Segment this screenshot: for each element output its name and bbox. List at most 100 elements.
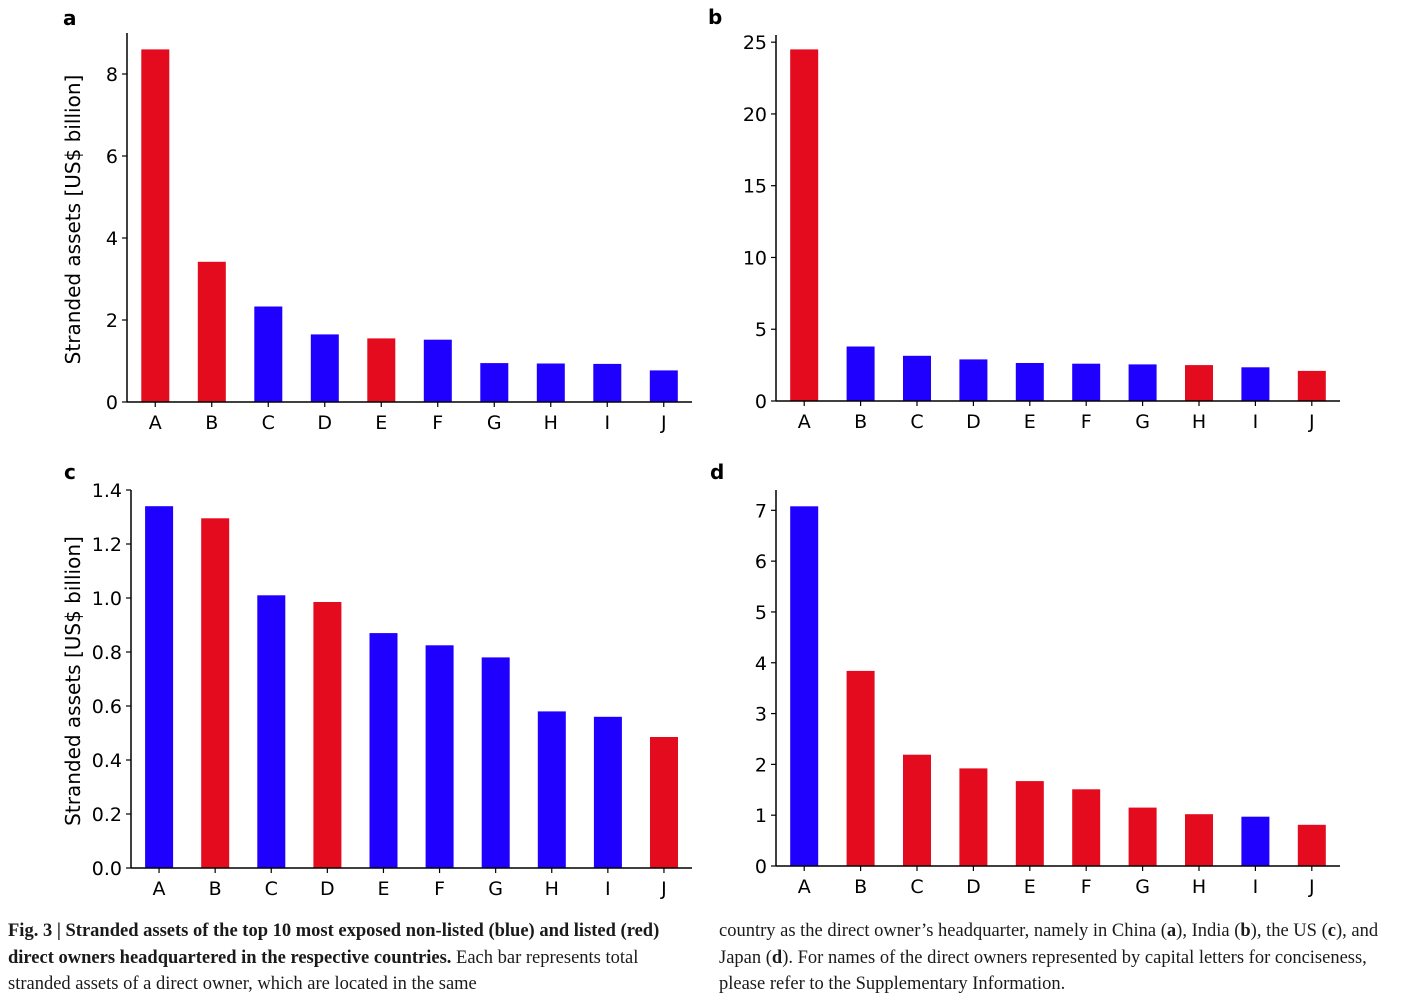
y-tick-label: 0 xyxy=(755,856,767,878)
x-tick-label: G xyxy=(487,412,502,434)
x-tick-label: J xyxy=(1308,411,1315,433)
bar-d xyxy=(959,359,988,401)
y-tick-label: 0.0 xyxy=(92,858,122,880)
x-tick-label: F xyxy=(1081,411,1092,433)
y-axis-title: Stranded assets [US$ billion] xyxy=(61,75,85,365)
bar-f xyxy=(425,645,454,869)
x-tick-label: C xyxy=(910,876,923,898)
bar-f xyxy=(1072,789,1101,866)
x-tick-label: I xyxy=(1253,411,1259,433)
bar-i xyxy=(593,363,622,402)
x-tick-label: B xyxy=(205,412,218,434)
bar-i xyxy=(1241,816,1270,866)
bar-b xyxy=(197,261,226,402)
x-tick-label: E xyxy=(1024,411,1036,433)
x-tick-label: E xyxy=(375,412,387,434)
panel-a-chart: a A B C D E F G H I J 0 2 4 6 8 Stranded assets [US$ bil… xyxy=(61,6,692,434)
bar-e xyxy=(1015,781,1044,866)
y-axis-title: Stranded assets [US$ billion] xyxy=(61,536,85,826)
bar-c xyxy=(257,595,286,868)
x-tick-label: F xyxy=(432,412,443,434)
panel-letter: a xyxy=(63,6,77,30)
bar-d xyxy=(959,768,988,866)
bar-a xyxy=(790,49,819,402)
bar-g xyxy=(481,657,510,868)
y-tick-label: 7 xyxy=(755,500,767,522)
bar-j xyxy=(650,737,678,868)
caption-right-text-3: ), the US ( xyxy=(1250,921,1328,941)
caption-figure-label: Fig. 3 | xyxy=(8,921,66,941)
panel-d-chart: d A B C D E F G H I J 0 1 2 3 4 5 6 7 xyxy=(710,460,1340,898)
caption-right-text-1: country as the direct owner’s headquarte… xyxy=(719,921,1167,941)
x-tick-label: G xyxy=(1135,411,1150,433)
y-tick-label: 1.0 xyxy=(92,588,122,610)
figure-caption-left: Fig. 3 | Stranded assets of the top 10 m… xyxy=(8,918,698,998)
y-tick-label: 6 xyxy=(755,551,767,573)
caption-right-text-2: ), India ( xyxy=(1176,921,1241,941)
y-tick-label: 0.8 xyxy=(92,642,122,664)
y-tick-label: 20 xyxy=(743,104,767,126)
x-tick-label: H xyxy=(1192,411,1206,433)
bar-d xyxy=(310,334,339,402)
y-tick-label: 2 xyxy=(755,754,767,776)
bar-f xyxy=(1072,363,1101,401)
y-tick-label: 5 xyxy=(755,602,767,624)
y-tick-label: 0 xyxy=(106,392,118,414)
x-tick-label: F xyxy=(434,878,445,900)
x-tick-label: A xyxy=(798,411,811,433)
bar-i xyxy=(593,716,622,868)
bar-j xyxy=(1297,824,1326,866)
panel-letter: b xyxy=(708,5,722,29)
y-tick-label: 15 xyxy=(743,176,767,198)
x-tick-label: C xyxy=(265,878,278,900)
bar-h xyxy=(536,363,565,402)
y-tick-label: 0.6 xyxy=(92,696,122,718)
bar-e xyxy=(369,633,398,868)
x-tick-label: C xyxy=(910,411,923,433)
x-tick-label: H xyxy=(545,878,559,900)
x-tick-label: E xyxy=(1024,876,1036,898)
y-tick-label: 10 xyxy=(743,247,767,269)
y-tick-label: 0.4 xyxy=(92,750,122,772)
bar-j xyxy=(649,370,678,402)
bar-c xyxy=(903,754,931,866)
y-tick-label: 6 xyxy=(106,146,118,168)
x-tick-label: A xyxy=(798,876,811,898)
caption-ref-c: c xyxy=(1327,921,1336,941)
x-tick-label: G xyxy=(488,878,503,900)
bar-a xyxy=(145,506,174,868)
bar-e xyxy=(367,338,396,402)
y-tick-label: 5 xyxy=(755,319,767,341)
bar-b xyxy=(846,346,875,401)
panel-letter: c xyxy=(64,460,76,484)
x-tick-label: I xyxy=(604,412,610,434)
y-tick-label: 4 xyxy=(106,228,118,250)
x-tick-label: I xyxy=(605,878,611,900)
bar-c xyxy=(903,355,931,401)
x-tick-label: D xyxy=(966,876,981,898)
y-tick-label: 4 xyxy=(755,653,767,675)
y-tick-label: 0 xyxy=(755,391,767,413)
caption-right-text-5: ). For names of the direct owners repres… xyxy=(719,947,1367,995)
bar-f xyxy=(423,339,452,402)
bar-h xyxy=(1185,365,1213,401)
y-tick-label: 1 xyxy=(755,805,767,827)
x-tick-label: A xyxy=(149,412,162,434)
panel-c-chart: c A B C D E F G H I J 0.0 0.2 0.4 0.6 0.8 1.0 1.2 1.4 Stran… xyxy=(61,460,692,900)
x-tick-label: J xyxy=(1308,876,1315,898)
panel-letter: d xyxy=(710,460,724,484)
bar-h xyxy=(1185,814,1213,866)
caption-bold-title: Stranded assets of the top 10 most expos… xyxy=(8,921,660,968)
bar-g xyxy=(1128,807,1157,866)
bar-g xyxy=(480,363,509,402)
caption-ref-a: a xyxy=(1166,921,1177,941)
caption-right-text-4: ), and Japan ( xyxy=(719,921,1379,968)
bar-i xyxy=(1241,367,1270,401)
x-tick-label: B xyxy=(854,411,867,433)
y-tick-label: 1.2 xyxy=(92,534,122,556)
x-tick-label: D xyxy=(317,412,332,434)
y-tick-label: 1.4 xyxy=(92,480,122,502)
y-tick-label: 3 xyxy=(755,704,767,726)
bar-a xyxy=(790,506,819,866)
